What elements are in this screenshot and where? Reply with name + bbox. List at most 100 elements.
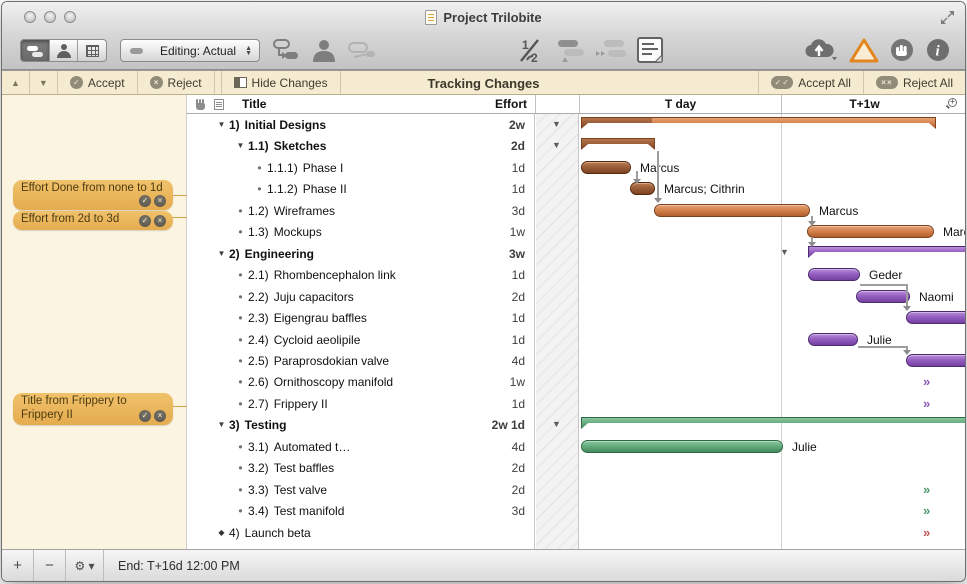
note-accept-button[interactable]: ✓ bbox=[139, 214, 151, 227]
action-gear-menu[interactable]: ⚙ ▾ bbox=[66, 550, 104, 581]
timeline-header-t1w[interactable]: T+1w bbox=[849, 97, 880, 111]
gantt-summary-bar[interactable] bbox=[581, 138, 655, 150]
gantt-summary-bar[interactable] bbox=[581, 117, 936, 129]
task-row[interactable]: • 3.3) Test valve 2d bbox=[187, 479, 534, 500]
calendar-view-segment[interactable] bbox=[78, 40, 106, 61]
previous-change-button[interactable]: ▲ bbox=[2, 71, 30, 94]
change-disclosure-icon[interactable]: ▼ bbox=[552, 119, 561, 129]
row-bullet-icon[interactable]: • bbox=[238, 439, 243, 454]
row-bullet-icon[interactable]: • bbox=[238, 267, 243, 282]
row-bullet-icon[interactable]: • bbox=[238, 310, 243, 325]
gantt-task-bar[interactable] bbox=[654, 204, 810, 217]
task-row[interactable]: • 1.1.1) Phase I 1d bbox=[187, 157, 534, 178]
task-row[interactable]: • 3.1) Automated t… 4d bbox=[187, 436, 534, 457]
change-disclosure-icon[interactable]: ▼ bbox=[552, 419, 561, 429]
inspector-info-icon[interactable]: i bbox=[922, 37, 954, 63]
hand-column-icon[interactable] bbox=[195, 99, 206, 110]
reject-all-button[interactable]: ×× Reject All bbox=[862, 71, 965, 94]
reschedule-icon[interactable] bbox=[594, 37, 626, 63]
gantt-summary-bar[interactable] bbox=[808, 246, 965, 258]
task-row[interactable]: • 2.5) Paraprosdokian valve 4d bbox=[187, 350, 534, 371]
accept-change-button[interactable]: ✓ Accept bbox=[58, 71, 138, 94]
task-row[interactable]: ▼ 3) Testing 2w 1d bbox=[187, 414, 534, 435]
minimize-window-button[interactable] bbox=[44, 11, 56, 23]
timeline-header-tday[interactable]: T day bbox=[664, 97, 697, 111]
task-row[interactable]: • 1.3) Mockups 1w bbox=[187, 221, 534, 242]
task-row[interactable]: • 2.2) Juju capacitors 2d bbox=[187, 286, 534, 307]
row-bullet-icon[interactable]: • bbox=[238, 353, 243, 368]
publish-sync-icon[interactable] bbox=[802, 37, 840, 63]
row-bullet-icon[interactable]: • bbox=[238, 374, 243, 389]
row-bullet-icon[interactable]: ◆ bbox=[218, 528, 225, 537]
row-bullet-icon[interactable]: • bbox=[238, 224, 243, 239]
next-change-button[interactable]: ▼ bbox=[30, 71, 58, 94]
effort-column-header[interactable]: Effort bbox=[495, 97, 527, 111]
gantt-task-bar[interactable] bbox=[906, 354, 965, 367]
group-tasks-icon[interactable] bbox=[270, 37, 302, 63]
fullscreen-icon[interactable] bbox=[940, 10, 955, 25]
change-note-bubble[interactable]: Effort from 2d to 3d ✓ × bbox=[13, 211, 173, 230]
catch-up-icon[interactable] bbox=[554, 37, 586, 63]
change-note-bubble[interactable]: Effort Done from none to 1d ✓ × bbox=[13, 180, 173, 210]
connect-tasks-icon[interactable] bbox=[346, 37, 378, 63]
task-row[interactable]: ▼ 1.1) Sketches 2d bbox=[187, 135, 534, 156]
row-bullet-icon[interactable]: • bbox=[257, 181, 262, 196]
change-disclosure-icon[interactable]: ▼ bbox=[552, 140, 561, 150]
accept-all-button[interactable]: ✓✓ Accept All bbox=[758, 71, 863, 94]
note-reject-button[interactable]: × bbox=[154, 214, 166, 227]
title-column-header[interactable]: Title bbox=[242, 97, 267, 111]
row-bullet-icon[interactable]: • bbox=[238, 203, 243, 218]
remove-task-button[interactable]: − bbox=[34, 550, 66, 581]
task-row[interactable]: • 2.1) Rhombencephalon link 1d bbox=[187, 264, 534, 285]
gantt-task-bar[interactable] bbox=[807, 225, 934, 238]
add-task-button[interactable]: + bbox=[2, 550, 34, 581]
row-bullet-icon[interactable]: ▼ bbox=[217, 249, 226, 258]
gantt-task-bar[interactable] bbox=[906, 311, 965, 324]
task-row[interactable]: ▼ 1) Initial Designs 2w bbox=[187, 114, 534, 135]
gantt-task-bar[interactable] bbox=[581, 161, 631, 174]
zoom-timeline-icon[interactable]: + bbox=[946, 98, 959, 111]
zoom-window-button[interactable] bbox=[64, 11, 76, 23]
row-bullet-icon[interactable]: • bbox=[238, 460, 243, 475]
task-row[interactable]: • 2.4) Cycloid aeolipile 1d bbox=[187, 329, 534, 350]
row-bullet-icon[interactable]: • bbox=[257, 160, 262, 175]
task-row[interactable]: • 2.3) Eigengrau baffles 1d bbox=[187, 307, 534, 328]
gantt-summary-bar[interactable] bbox=[581, 417, 965, 429]
notes-icon[interactable] bbox=[634, 37, 666, 63]
notes-column-icon[interactable] bbox=[214, 99, 224, 110]
task-row[interactable]: • 1.1.2) Phase II 1d bbox=[187, 178, 534, 199]
note-accept-button[interactable]: ✓ bbox=[139, 195, 151, 207]
close-window-button[interactable] bbox=[24, 11, 36, 23]
gantt-task-bar[interactable] bbox=[808, 333, 858, 346]
task-row[interactable]: • 3.4) Test manifold 3d bbox=[187, 500, 534, 521]
gantt-task-bar[interactable] bbox=[581, 440, 783, 453]
gantt-task-bar[interactable] bbox=[630, 182, 655, 195]
resource-view-segment[interactable] bbox=[50, 40, 79, 61]
task-row[interactable]: • 3.2) Test baffles 2d bbox=[187, 457, 534, 478]
change-note-bubble[interactable]: Title from Frippery to Frippery II ✓ × bbox=[13, 393, 173, 425]
note-accept-button[interactable]: ✓ bbox=[139, 410, 151, 422]
note-reject-button[interactable]: × bbox=[154, 195, 166, 207]
leveling-stop-icon[interactable] bbox=[886, 37, 918, 63]
row-bullet-icon[interactable]: • bbox=[238, 503, 243, 518]
task-row[interactable]: • 2.7) Frippery II 1d bbox=[187, 393, 534, 414]
task-row[interactable]: • 1.2) Wireframes 3d bbox=[187, 200, 534, 221]
row-bullet-icon[interactable]: ▼ bbox=[217, 120, 226, 129]
row-bullet-icon[interactable]: • bbox=[238, 332, 243, 347]
task-view-segment[interactable] bbox=[21, 40, 50, 61]
assign-resource-icon[interactable] bbox=[308, 37, 340, 63]
task-row[interactable]: ◆ 4) Launch beta bbox=[187, 522, 534, 543]
task-row[interactable]: ▼ 2) Engineering 3w bbox=[187, 243, 534, 264]
note-reject-button[interactable]: × bbox=[154, 410, 166, 422]
hide-changes-button[interactable]: Hide Changes bbox=[220, 71, 341, 94]
change-disclosure-icon[interactable]: ▼ bbox=[780, 247, 789, 257]
row-bullet-icon[interactable]: ▼ bbox=[217, 420, 226, 429]
reject-change-button[interactable]: × Reject bbox=[138, 71, 215, 94]
row-bullet-icon[interactable]: • bbox=[238, 289, 243, 304]
row-bullet-icon[interactable]: • bbox=[238, 482, 243, 497]
violations-warning-icon[interactable] bbox=[848, 37, 880, 63]
row-bullet-icon[interactable]: ▼ bbox=[236, 141, 245, 150]
task-row[interactable]: • 2.6) Ornithoscopy manifold 1w bbox=[187, 371, 534, 392]
editing-mode-popup[interactable]: Editing: Actual ▲ ▼ bbox=[120, 39, 260, 62]
